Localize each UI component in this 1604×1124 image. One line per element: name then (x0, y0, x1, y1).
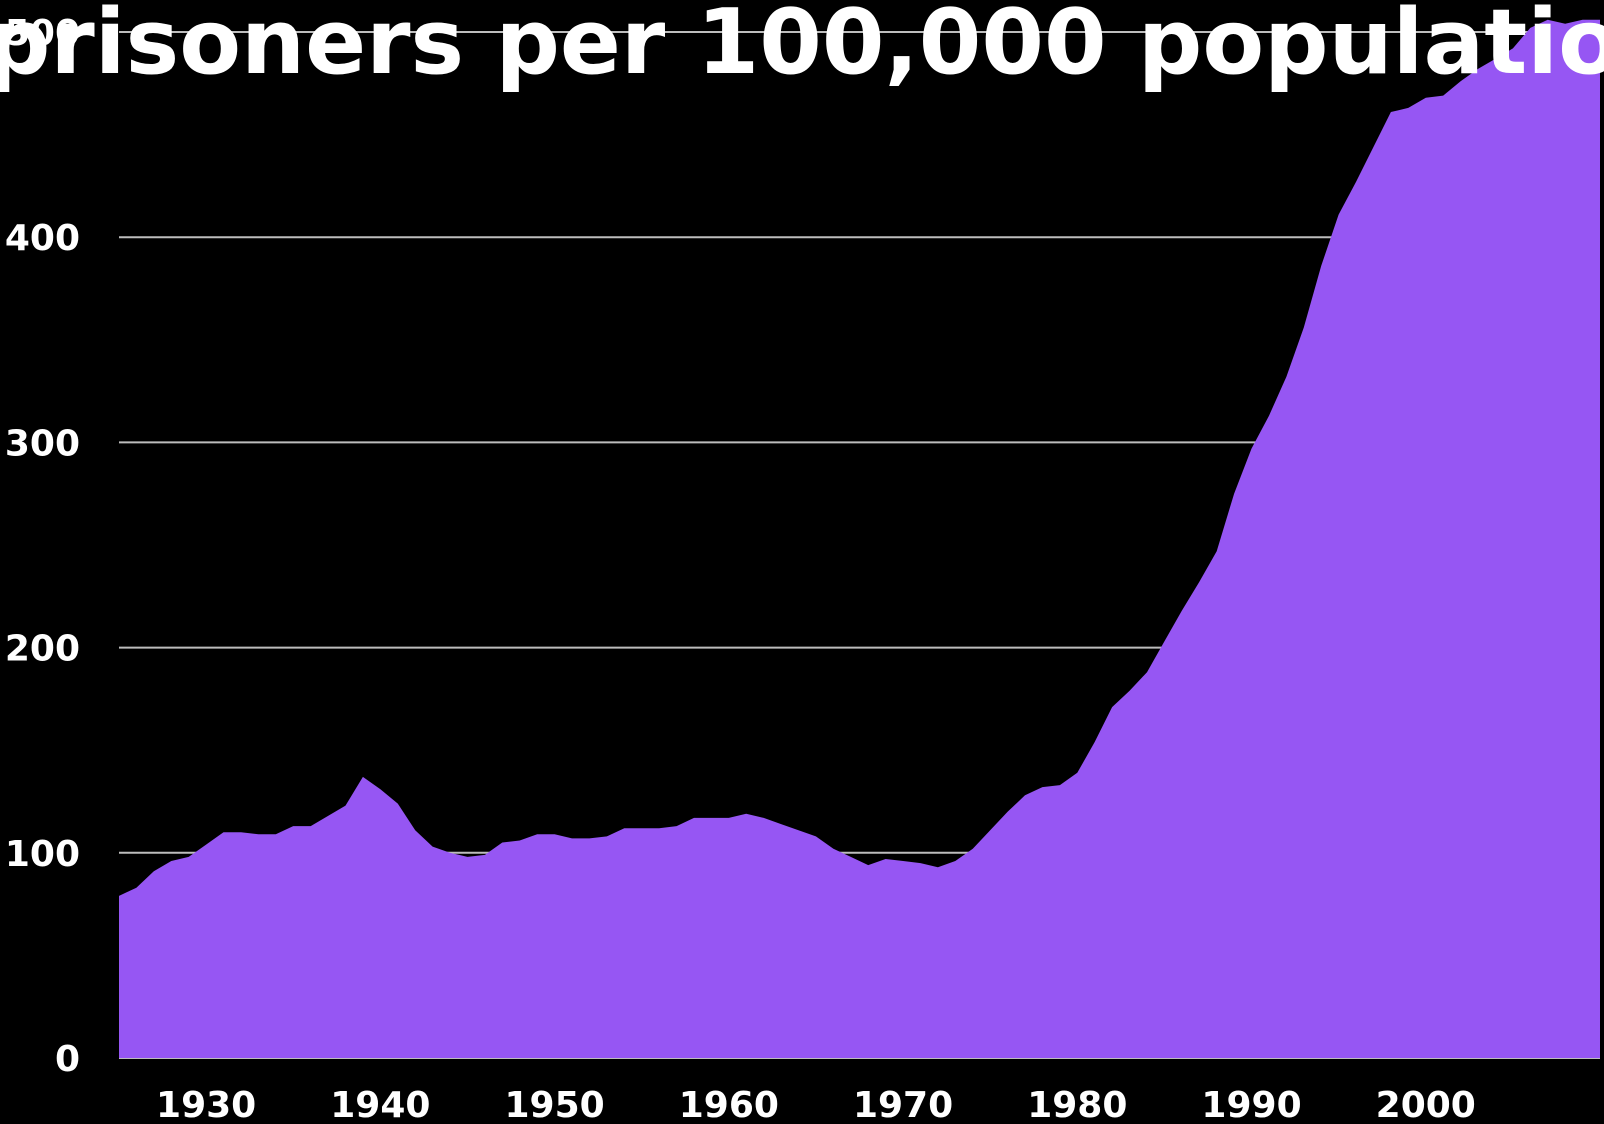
x-tick-label-1940: 1940 (330, 1085, 430, 1124)
x-tick-label-1950: 1950 (504, 1085, 604, 1124)
y-tick-label-200: 200 (5, 629, 80, 670)
chart-title: prisoners per 100,000 population (0, 0, 1604, 95)
y-tick-label-400: 400 (5, 218, 80, 259)
y-tick-label-100: 100 (5, 834, 80, 875)
y-tick-label-300: 300 (5, 423, 80, 464)
x-tick-label-1970: 1970 (853, 1085, 953, 1124)
y-axis-tick-labels: 0 100 200 300 400 500 (5, 13, 80, 1080)
area-series (119, 19, 1600, 1059)
x-tick-label-2000: 2000 (1376, 1085, 1476, 1124)
x-tick-label-1960: 1960 (679, 1085, 779, 1124)
y-tick-label-500: 500 (5, 13, 80, 54)
y-tick-label-0: 0 (55, 1039, 80, 1080)
x-tick-label-1930: 1930 (156, 1085, 256, 1124)
x-tick-label-1990: 1990 (1201, 1085, 1301, 1124)
x-axis-tick-labels: 1930 1940 1950 1960 1970 1980 1990 2000 (156, 1085, 1476, 1124)
x-tick-label-1980: 1980 (1027, 1085, 1127, 1124)
